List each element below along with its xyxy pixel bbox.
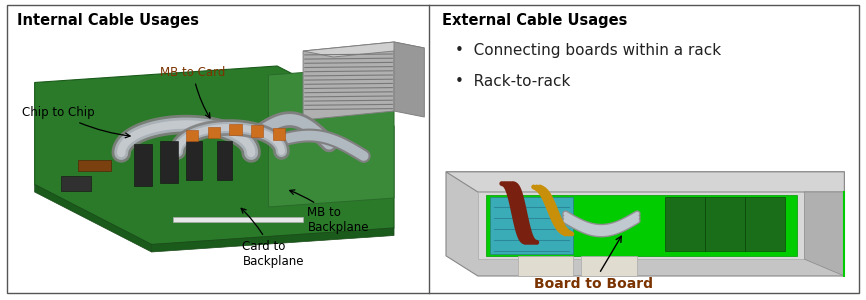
Bar: [78, 160, 111, 171]
Text: •  Connecting boards within a rack: • Connecting boards within a rack: [455, 44, 721, 59]
Bar: [273, 128, 285, 140]
Text: MB to
Backplane: MB to Backplane: [290, 190, 369, 235]
Text: MB to Card: MB to Card: [160, 65, 225, 118]
Polygon shape: [665, 197, 705, 251]
Polygon shape: [303, 42, 424, 57]
Polygon shape: [446, 172, 844, 192]
Bar: [186, 141, 202, 180]
Polygon shape: [490, 197, 573, 254]
Text: Internal Cable Usages: Internal Cable Usages: [17, 14, 199, 28]
Polygon shape: [705, 197, 745, 251]
Polygon shape: [446, 172, 844, 276]
Bar: [61, 176, 91, 190]
Polygon shape: [805, 192, 844, 276]
Polygon shape: [478, 192, 844, 259]
Bar: [173, 217, 303, 222]
Polygon shape: [518, 256, 573, 276]
Text: External Cable Usages: External Cable Usages: [442, 14, 627, 28]
Polygon shape: [486, 195, 797, 256]
Text: Card to
Backplane: Card to Backplane: [242, 208, 304, 268]
Bar: [216, 141, 232, 180]
Polygon shape: [745, 197, 785, 251]
Bar: [134, 144, 152, 186]
Text: •  Rack-to-rack: • Rack-to-rack: [455, 74, 570, 88]
Text: Chip to Chip: Chip to Chip: [22, 106, 130, 138]
Text: Board to Board: Board to Board: [533, 236, 653, 290]
Polygon shape: [35, 184, 152, 252]
Bar: [186, 130, 198, 141]
Polygon shape: [394, 42, 424, 117]
Bar: [160, 141, 178, 183]
Polygon shape: [303, 42, 394, 120]
FancyBboxPatch shape: [7, 4, 859, 292]
Bar: [229, 124, 242, 135]
Polygon shape: [35, 66, 394, 244]
Polygon shape: [268, 66, 394, 207]
Polygon shape: [152, 228, 394, 252]
Bar: [251, 125, 263, 136]
Bar: [208, 127, 220, 138]
Polygon shape: [581, 256, 637, 276]
